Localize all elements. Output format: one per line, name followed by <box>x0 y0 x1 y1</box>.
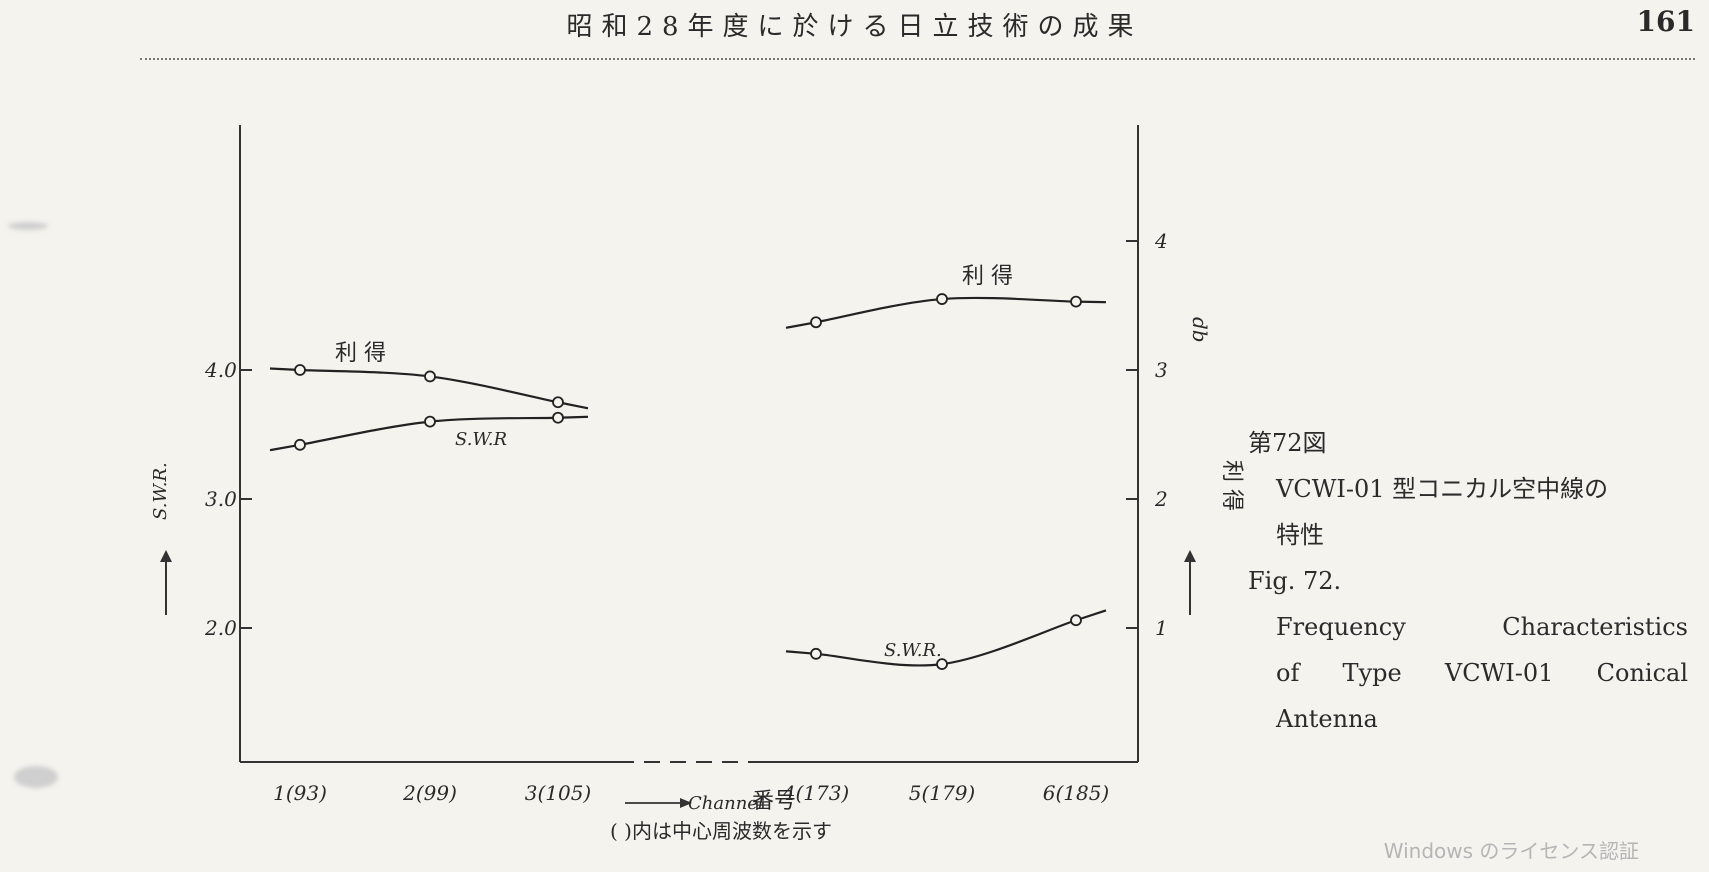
right-tick-label: 4 <box>1154 229 1168 253</box>
data-point <box>294 364 306 376</box>
page-header-title: 昭和28年度に於ける日立技術の成果 <box>566 12 1143 42</box>
right-axis-arrowhead <box>1184 550 1196 562</box>
series-line-3 <box>785 609 1107 667</box>
x-tick-label: 6(185) <box>1043 781 1110 805</box>
x-tick-label: 2(99) <box>402 781 457 805</box>
series-label-swr-high: S.W.R. <box>884 640 942 661</box>
x-axis-label-number: 番号 <box>752 789 796 814</box>
smudge-mark <box>8 222 48 230</box>
header-divider <box>140 58 1695 60</box>
data-point <box>936 293 948 305</box>
data-point <box>552 396 564 409</box>
x-tick-label: 3(105) <box>525 781 592 805</box>
data-point <box>1070 614 1082 627</box>
figure-title-ja-line1: VCWI-01 型コニカル空中線の <box>1276 475 1609 503</box>
x-axis-note: ( )内は中心周波数を示す <box>610 819 832 843</box>
data-point <box>424 415 436 428</box>
data-point <box>552 411 564 424</box>
figure-number-en: Fig. 72. <box>1248 567 1342 595</box>
series-label-gain-low: 利 得 <box>335 341 386 366</box>
figure-number-ja: 第72図 <box>1248 429 1327 457</box>
left-tick-label: 4.0 <box>204 358 237 382</box>
right-tick-label: 1 <box>1155 616 1168 640</box>
data-point <box>936 658 948 671</box>
data-point <box>1070 295 1082 308</box>
figure-caption: 第72図 VCWI-01 型コニカル空中線の 特性 Fig. 72. Frequ… <box>1248 420 1688 742</box>
windows-activation-watermark: Windows のライセンス認証 <box>1383 839 1639 863</box>
data-point <box>424 370 436 383</box>
series-label-gain-high: 利 得 <box>962 264 1013 289</box>
x-tick-label: 4(173) <box>782 781 850 805</box>
x-tick-label: 5(179) <box>909 781 976 805</box>
x-axis-label-channel: Channel <box>688 793 764 814</box>
left-axis-title: S.W.R. <box>150 462 171 520</box>
x-tick-label: 1(93) <box>273 781 327 805</box>
figure-title-en-line3: Antenna <box>1276 705 1378 733</box>
series-label-swr-low: S.W.R <box>455 429 507 450</box>
right-axis-title: 利 得 <box>1219 460 1244 511</box>
left-axis-arrowhead <box>160 550 172 562</box>
data-point <box>810 316 822 329</box>
right-tick-label: 3 <box>1155 358 1168 382</box>
left-tick-label: 2.0 <box>204 616 237 640</box>
smudge-mark <box>14 766 58 788</box>
data-point <box>294 438 306 451</box>
figure-title-en-line1: Frequency Characteristics <box>1276 613 1688 641</box>
figure-title-en-line2: of Type VCWI-01 Conical <box>1276 659 1688 687</box>
x-axis-arrowhead <box>680 798 692 808</box>
page-number: 161 <box>1636 5 1695 38</box>
right-axis-unit: db <box>1188 317 1212 343</box>
right-tick-label: 2 <box>1154 487 1168 511</box>
data-point <box>810 647 822 660</box>
figure-title-ja-line2: 特性 <box>1276 521 1324 549</box>
left-tick-label: 3.0 <box>205 487 237 511</box>
